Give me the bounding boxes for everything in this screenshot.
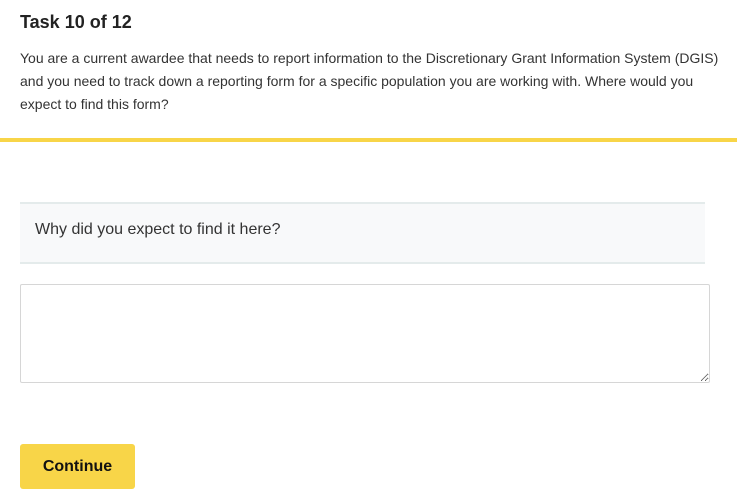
question-label: Why did you expect to find it here? [35, 221, 281, 238]
task-description: You are a current awardee that needs to … [20, 50, 719, 112]
question-panel: Why did you expect to find it here? [20, 202, 705, 264]
divider [0, 138, 737, 142]
continue-button[interactable]: Continue [20, 444, 135, 489]
answer-textarea[interactable] [20, 284, 710, 383]
task-title: Task 10 of 12 [20, 12, 132, 32]
